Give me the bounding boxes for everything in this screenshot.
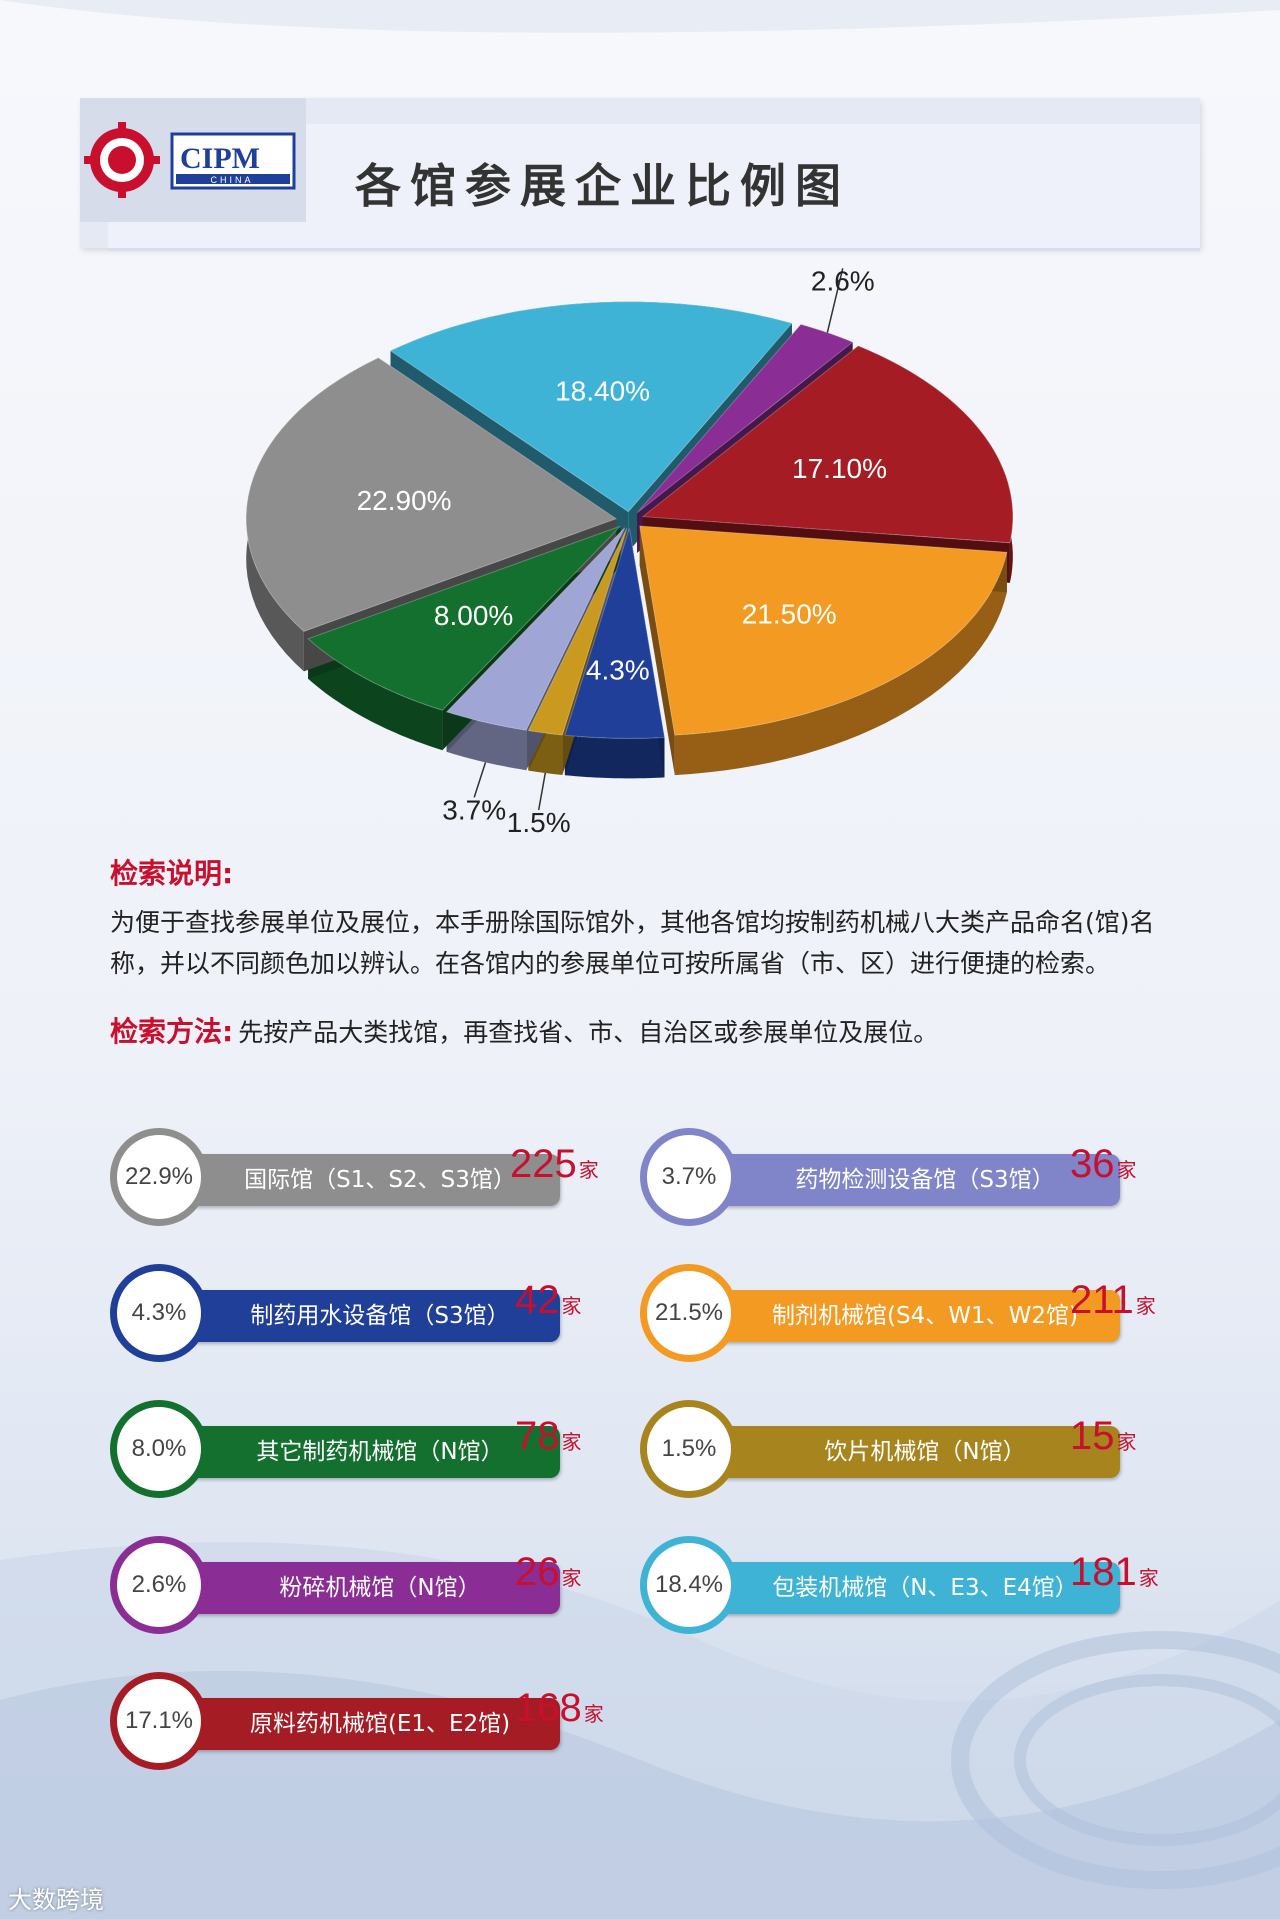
legend-item: 其它制药机械馆（N馆） 8.0% 78 家	[110, 1400, 670, 1500]
legend-count-unit: 家	[561, 1296, 582, 1318]
logo-area: CIPM CHINA	[80, 98, 306, 222]
legend-count-number: 78	[515, 1414, 560, 1458]
legend-count-number: 36	[1070, 1142, 1115, 1186]
note-heading: 检索说明:	[110, 857, 234, 890]
legend-count: 211 家	[1070, 1278, 1156, 1323]
pie-label-6: 3.7%	[442, 794, 506, 825]
legend-hall-name: 饮片机械馆（N馆）	[700, 1426, 1120, 1478]
legend-count: 225 家	[510, 1142, 599, 1187]
legend-percent-badge: 2.6%	[110, 1536, 208, 1634]
legend-count: 181 家	[1070, 1550, 1159, 1595]
pie-slice-wall-3-1	[639, 526, 675, 776]
legend-count-unit: 家	[1135, 1296, 1156, 1318]
pie-slice-0	[389, 301, 793, 513]
legend-count-number: 26	[515, 1550, 560, 1594]
pie-label-5: 1.5%	[507, 807, 571, 838]
pie-label-7: 8.00%	[434, 600, 513, 631]
legend-percent-badge: 21.5%	[640, 1264, 738, 1362]
capm-cipm-logo: CIPM CHINA	[84, 122, 296, 198]
legend-hall-name: 包装机械馆（N、E3、E4馆）	[700, 1562, 1120, 1614]
svg-text:CHINA: CHINA	[210, 175, 253, 185]
pie-slice-4	[564, 528, 666, 739]
legend-percent-badge: 3.7%	[640, 1128, 738, 1226]
pie-label-8: 22.90%	[357, 485, 452, 516]
legend-count-unit: 家	[1116, 1432, 1137, 1454]
legend-item: 制剂机械馆(S4、W1、W2馆) 21.5% 211 家	[640, 1264, 1200, 1364]
pie-label-0: 18.40%	[555, 376, 650, 407]
legend-count: 36 家	[1070, 1142, 1137, 1187]
retrieval-note: 检索说明:	[110, 852, 1190, 892]
legend-percent-badge: 18.4%	[640, 1536, 738, 1634]
note-text: 为便于查找参展单位及展位，本手册除国际馆外，其他各馆均按制药机械八大类产品命名(…	[110, 908, 1155, 978]
legend-count: 26 家	[515, 1550, 582, 1595]
pie-leader-line-5	[537, 772, 547, 811]
pie-slice-2	[641, 345, 1014, 544]
legend-percent-badge: 22.9%	[110, 1128, 208, 1226]
pie-label-1: 2.6%	[811, 265, 875, 296]
legend-count: 42 家	[515, 1278, 582, 1323]
watermark: 大数跨境	[8, 1886, 104, 1914]
legend-item: 原料药机械馆(E1、E2馆) 17.1% 168 家	[110, 1672, 670, 1772]
pie-slice-7	[307, 525, 621, 711]
pie-label-2: 17.10%	[792, 453, 887, 484]
pie-chart: 18.40% 2.6% 17.10% 21.50% 4.3% 1.5%3.7% 8.00% 2…	[245, 265, 1014, 838]
page-title: 各馆参展企业比例图	[355, 159, 850, 213]
legend-hall-name: 制剂机械馆(S4、W1、W2馆)	[700, 1290, 1120, 1342]
legend-count: 15 家	[1070, 1414, 1137, 1459]
method-text: 先按产品大类找馆，再查找省、市、自治区或参展单位及展位。	[238, 1018, 939, 1047]
legend-percent-badge: 8.0%	[110, 1400, 208, 1498]
pie-slice-side-3	[674, 552, 1007, 776]
legend-count-number: 181	[1070, 1550, 1137, 1594]
capm-gear-icon	[84, 122, 160, 198]
pie-slice-3	[639, 525, 1008, 736]
legend-count-number: 225	[510, 1142, 577, 1186]
legend-percent-badge: 1.5%	[640, 1400, 738, 1498]
cipm-logo-text: CIPM	[180, 142, 260, 175]
legend-item: 制药用水设备馆（S3馆） 4.3% 42 家	[110, 1264, 670, 1364]
legend-hall-name: 国际馆（S1、S2、S3馆）	[170, 1154, 560, 1206]
legend-count-number: 211	[1070, 1278, 1134, 1322]
legend-hall-name: 药物检测设备馆（S3馆）	[700, 1154, 1120, 1206]
pie-slice-6	[445, 527, 626, 731]
legend-hall-name: 粉碎机械馆（N馆）	[170, 1562, 560, 1614]
method-heading: 检索方法:	[110, 1015, 234, 1048]
legend-count-number: 168	[515, 1686, 582, 1730]
legend-count-number: 42	[515, 1278, 560, 1322]
legend-percent-badge: 17.1%	[110, 1672, 208, 1770]
retrieval-note-body: 为便于查找参展单位及展位，本手册除国际馆外，其他各馆均按制药机械八大类产品命名(…	[110, 902, 1185, 984]
pie-slice-8	[245, 357, 618, 632]
pie-label-3: 21.50%	[742, 598, 837, 629]
legend-item: 粉碎机械馆（N馆） 2.6% 26 家	[110, 1536, 670, 1636]
pie-leader-line-1	[826, 268, 844, 333]
pie-slice-5	[527, 527, 628, 736]
retrieval-method: 检索方法: 先按产品大类找馆，再查找省、市、自治区或参展单位及展位。	[110, 1010, 1190, 1053]
legend-item: 药物检测设备馆（S3馆） 3.7% 36 家	[640, 1128, 1200, 1228]
legend-count: 78 家	[515, 1414, 582, 1459]
legend-count-unit: 家	[583, 1704, 604, 1726]
legend-count-unit: 家	[1116, 1160, 1137, 1182]
legend-hall-name: 制药用水设备馆（S3馆）	[170, 1290, 560, 1342]
pie-leader-line-6	[473, 762, 487, 798]
legend-count: 168 家	[515, 1686, 604, 1731]
legend-count-unit: 家	[561, 1432, 582, 1454]
legend-item: 包装机械馆（N、E3、E4馆） 18.4% 181 家	[640, 1536, 1200, 1636]
legend-item: 饮片机械馆（N馆） 1.5% 15 家	[640, 1400, 1200, 1500]
legend-count-unit: 家	[1138, 1568, 1159, 1590]
legend-count-number: 15	[1070, 1414, 1115, 1458]
pie-slice-side-4	[564, 735, 665, 779]
legend-hall-name: 其它制药机械馆（N馆）	[170, 1426, 560, 1478]
legend-count-unit: 家	[561, 1568, 582, 1590]
legend-count-unit: 家	[578, 1160, 599, 1182]
pie-label-4: 4.3%	[586, 655, 650, 686]
legend-hall-name: 原料药机械馆(E1、E2馆)	[170, 1698, 560, 1750]
legend-item: 国际馆（S1、S2、S3馆） 22.9% 225 家	[110, 1128, 670, 1228]
legend-percent-badge: 4.3%	[110, 1264, 208, 1362]
